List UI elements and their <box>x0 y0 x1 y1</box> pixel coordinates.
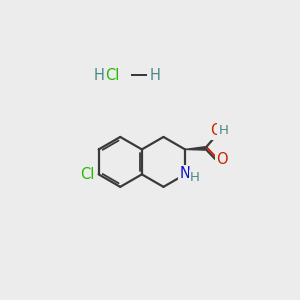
Polygon shape <box>185 147 205 150</box>
Text: H: H <box>190 171 200 184</box>
Text: O: O <box>216 152 228 167</box>
Text: H: H <box>218 124 228 137</box>
Text: N: N <box>179 166 190 181</box>
Text: Cl: Cl <box>80 167 94 182</box>
Text: H: H <box>149 68 160 83</box>
Text: Cl: Cl <box>105 68 119 83</box>
Text: O: O <box>210 124 221 139</box>
Text: H: H <box>94 68 105 83</box>
